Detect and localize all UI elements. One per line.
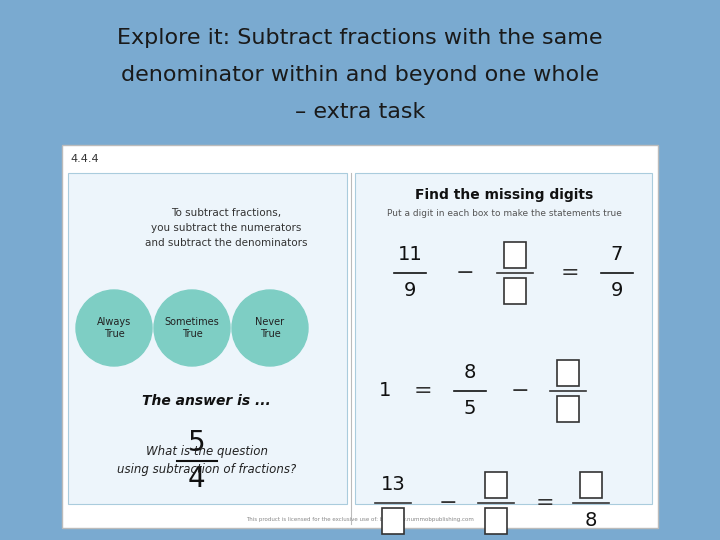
Text: 1: 1	[379, 381, 391, 401]
Bar	[557, 360, 579, 386]
FancyBboxPatch shape	[355, 173, 652, 504]
Bar	[580, 472, 602, 498]
Text: 4: 4	[188, 465, 205, 493]
Text: 13: 13	[381, 476, 405, 495]
Text: −: −	[456, 263, 474, 283]
Text: – extra task: – extra task	[294, 102, 426, 122]
Bar	[504, 278, 526, 304]
Text: 8: 8	[585, 511, 598, 530]
Text: 11: 11	[397, 246, 423, 265]
Bar	[485, 508, 507, 534]
Text: denominator within and beyond one whole: denominator within and beyond one whole	[121, 65, 599, 85]
Text: To subtract fractions,
you subtract the numerators
and subtract the denominators: To subtract fractions, you subtract the …	[145, 208, 307, 248]
Text: Always
True: Always True	[97, 317, 131, 339]
Bar	[557, 396, 579, 422]
Circle shape	[76, 290, 152, 366]
Text: 8: 8	[464, 363, 476, 382]
Text: The answer is ...: The answer is ...	[142, 394, 271, 408]
Text: 7: 7	[611, 246, 624, 265]
Text: =: =	[414, 381, 433, 401]
Text: Sometimes
True: Sometimes True	[165, 317, 220, 339]
Text: What is the question
using subtraction of fractions?: What is the question using subtraction o…	[117, 444, 296, 476]
Text: 5: 5	[464, 400, 477, 419]
Text: =: =	[536, 493, 554, 513]
Bar	[504, 242, 526, 268]
Text: Explore it: Subtract fractions with the same: Explore it: Subtract fractions with the …	[117, 28, 603, 48]
Text: =: =	[561, 263, 580, 283]
Bar	[485, 472, 507, 498]
Circle shape	[232, 290, 308, 366]
Bar	[382, 508, 404, 534]
FancyBboxPatch shape	[68, 173, 347, 504]
Text: −: −	[438, 493, 457, 513]
Text: 4.4.4: 4.4.4	[70, 154, 99, 164]
Text: −: −	[510, 381, 529, 401]
Text: 9: 9	[404, 281, 416, 300]
Text: 9: 9	[611, 281, 624, 300]
Text: 5: 5	[188, 429, 205, 457]
Text: Find the missing digits: Find the missing digits	[415, 188, 594, 202]
Circle shape	[154, 290, 230, 366]
Text: Never
True: Never True	[256, 317, 284, 339]
Text: Put a digit in each box to make the statements true: Put a digit in each box to make the stat…	[387, 208, 622, 218]
Text: This product is licensed for the exclusive use of: bb - www.nummobpublishing.com: This product is licensed for the exclusi…	[246, 517, 474, 523]
FancyBboxPatch shape	[62, 145, 658, 528]
